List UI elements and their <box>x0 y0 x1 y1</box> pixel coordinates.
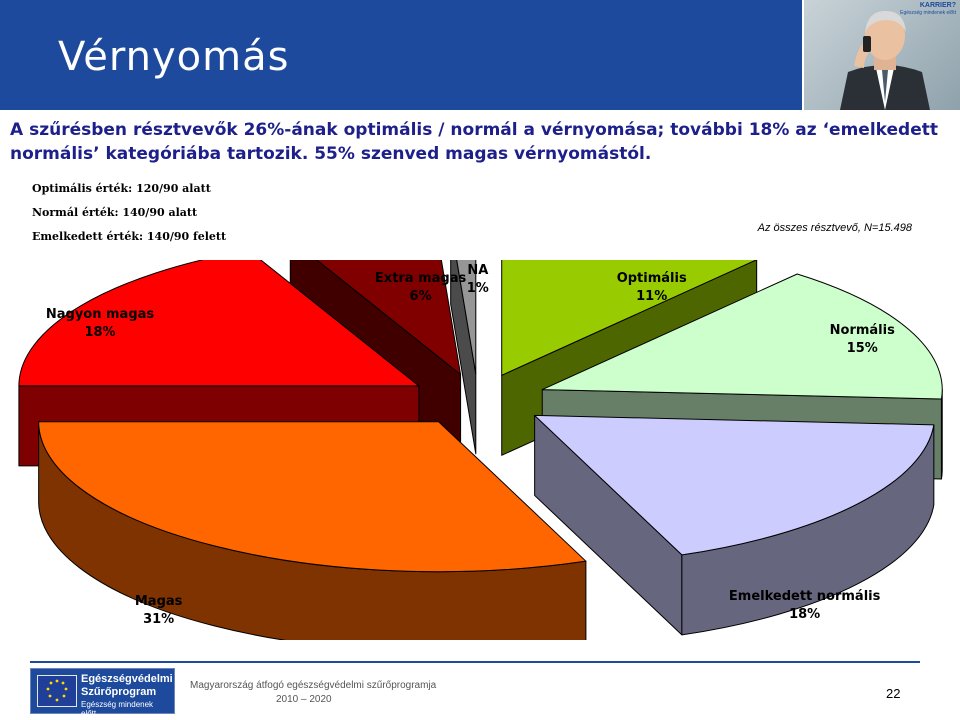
pie-value-optimalis: 11% <box>636 289 667 304</box>
pie-slice-top <box>541 273 943 400</box>
logo-line-3: Egészség mindenek előtt... <box>81 700 154 718</box>
pie-value-emelkedett-normalis: 18% <box>789 607 820 622</box>
pie-slice-top <box>501 260 758 376</box>
pie-label-nagyon-magas: Nagyon magas <box>46 307 155 322</box>
pie-slice-na <box>450 260 477 455</box>
logo-line-2: Szűrőprogram <box>81 686 157 698</box>
pie-slice-magas <box>38 421 587 640</box>
businessman-on-phone-image <box>840 10 930 110</box>
pie-value-na: 1% <box>467 281 489 296</box>
headline-text: A szűrésben résztvevők 26%-ának optimáli… <box>10 120 938 164</box>
pie-slice-side <box>940 389 943 480</box>
program-logo: Egészségvédelmi Szűrőprogram Egészség mi… <box>30 668 175 718</box>
page-number: 22 <box>886 686 901 701</box>
photo-tag-sub: Egészség mindenek előtt <box>900 10 956 16</box>
blood-pressure-pie-chart: Optimális 11% Normális 15% Emelkedett normál… <box>18 260 943 640</box>
pie-slice-top <box>316 260 462 376</box>
pie-slice-top <box>456 260 477 375</box>
definition-normal: Normál érték: 140/90 alatt <box>32 206 198 219</box>
eu-flag-icon <box>37 675 77 707</box>
header-bar: Vérnyomás KARRIER? Egészség mindenek elő… <box>0 0 960 110</box>
pie-label-optimalis: Optimális <box>617 271 687 286</box>
pie-slice-top <box>534 414 935 556</box>
sample-size-note: Az összes résztvevő, N=15.498 <box>757 222 912 234</box>
definition-optimal: Optimális érték: 120/90 alatt <box>32 182 211 195</box>
footer-program-text: Magyarország átfogó egészségvédelmi szűr… <box>190 680 437 691</box>
pie-label-extra-magas: Extra magas <box>375 271 467 286</box>
pie-value-normalis: 15% <box>847 341 878 356</box>
pie-label-emelkedett-normalis: Emelkedett normális <box>729 589 881 604</box>
pie-slice-top <box>38 421 587 573</box>
footer-divider <box>30 661 920 663</box>
photo-tag: KARRIER? <box>919 2 956 9</box>
slide-title: Vérnyomás <box>58 34 290 80</box>
pie-label-na: NA <box>467 263 488 278</box>
pie-slice-emelkedett-normalis <box>534 414 935 636</box>
logo-line-1: Egészségvédelmi <box>81 673 173 685</box>
definition-elevated: Emelkedett érték: 140/90 felett <box>32 230 227 243</box>
footer-years: 2010 – 2020 <box>276 694 332 705</box>
pie-value-extra-magas: 6% <box>410 289 432 304</box>
pie-label-magas: Magas <box>135 594 183 609</box>
pie-label-normalis: Normális <box>830 323 895 338</box>
header-photo: KARRIER? Egészség mindenek előtt <box>802 0 960 110</box>
pie-value-magas: 31% <box>143 612 174 627</box>
pie-value-nagyon-magas: 18% <box>84 325 115 340</box>
pie-slice-top <box>18 260 420 387</box>
